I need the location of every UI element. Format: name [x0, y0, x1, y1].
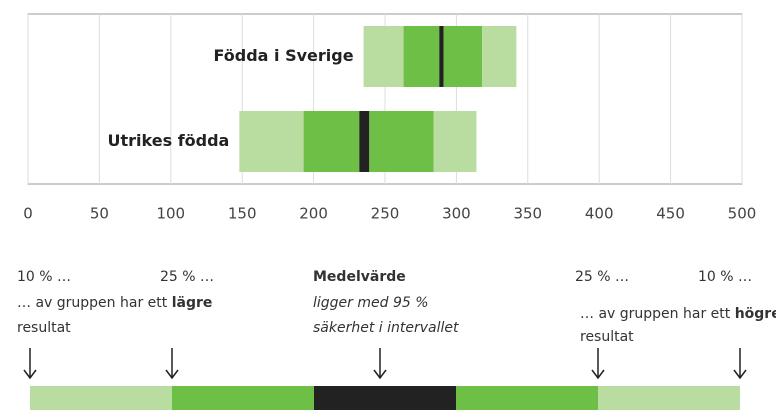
arrow	[23, 348, 37, 380]
legend-text: 10 % …	[698, 269, 752, 285]
legend-text: resultat	[580, 329, 634, 345]
row-label: Födda i Sverige	[213, 46, 353, 65]
arrow	[591, 348, 605, 380]
outer-band	[433, 111, 477, 172]
legend-text: … av gruppen har ett högre	[580, 306, 776, 322]
legend-swatch	[30, 386, 172, 410]
row-label: Utrikes födda	[108, 131, 230, 150]
inner-band	[369, 111, 434, 172]
legend-text: … av gruppen har ett	[17, 295, 172, 311]
legend: 10 % … 25 % … … av gruppen har ett lägre…	[17, 269, 776, 410]
x-tick-label: 150	[228, 205, 257, 223]
inner-band	[443, 26, 483, 87]
x-tick-label: 450	[656, 205, 685, 223]
arrow	[373, 348, 387, 380]
outer-band	[482, 26, 517, 87]
inner-band	[303, 111, 360, 172]
x-tick-label: 200	[299, 205, 328, 223]
legend-text: resultat	[17, 320, 71, 336]
outer-band	[363, 26, 404, 87]
outer-band	[239, 111, 304, 172]
legend-swatch	[314, 386, 456, 410]
arrows	[23, 348, 747, 380]
legend-text: säkerhet i intervallet	[313, 320, 459, 336]
x-tick-label: 350	[513, 205, 542, 223]
legend-text: 25 % …	[160, 269, 214, 285]
x-tick-label: 300	[442, 205, 471, 223]
x-tick-label: 100	[156, 205, 185, 223]
arrow	[733, 348, 747, 380]
legend-swatch	[172, 386, 314, 410]
legend-text: högre	[735, 306, 776, 322]
inner-band	[403, 26, 440, 87]
legend-text: ligger med 95 %	[313, 295, 429, 311]
mean-interval	[359, 111, 370, 172]
arrow	[165, 348, 179, 380]
x-tick-label: 400	[585, 205, 614, 223]
legend-swatch	[456, 386, 598, 410]
mean-interval	[439, 26, 444, 87]
legend-text: 10 % …	[17, 269, 71, 285]
legend-text: 25 % …	[575, 269, 629, 285]
x-tick-label: 500	[728, 205, 757, 223]
x-tick-label: 250	[371, 205, 400, 223]
x-tick-label: 50	[90, 205, 109, 223]
legend-title: Medelvärde	[313, 269, 406, 285]
legend-text: lägre	[172, 295, 213, 311]
legend-text: … av gruppen har ett	[580, 306, 735, 322]
legend-text: … av gruppen har ett lägre	[17, 295, 212, 311]
legend-swatch	[598, 386, 740, 410]
x-tick-label: 0	[23, 205, 33, 223]
